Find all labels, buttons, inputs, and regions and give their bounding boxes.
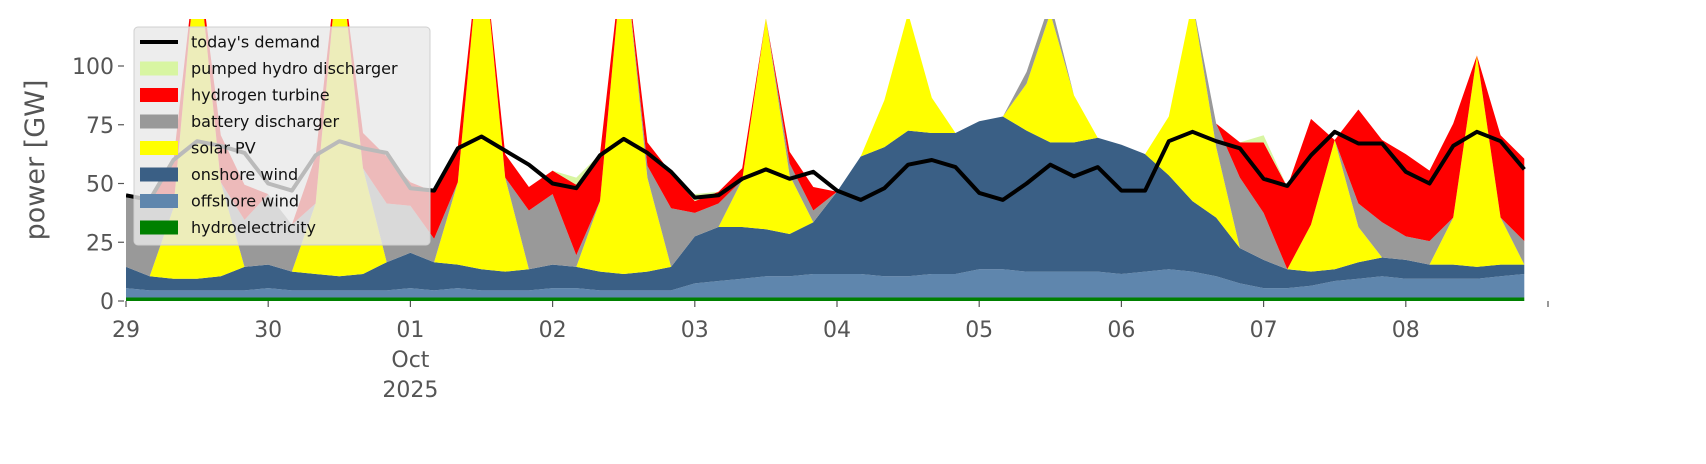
legend-box [133, 26, 431, 246]
legend: today's demand pumped hydro discharger hyd… [133, 26, 431, 246]
y-tick-label: 25 [86, 231, 114, 256]
legend-swatch [140, 141, 178, 155]
legend-label: onshore wind [191, 165, 298, 184]
area [126, 19, 1525, 270]
x-tick-label: 02 [539, 318, 567, 343]
x-tick-label: 07 [1250, 318, 1278, 343]
area [126, 297, 1525, 301]
legend-label: offshore wind [191, 192, 299, 211]
x-tick-label: 29 [112, 318, 140, 343]
area [126, 116, 1525, 291]
x-tick-label: 01 Oct 2025 [382, 318, 438, 403]
x-tick-label: 04 [823, 318, 851, 343]
legend-swatch [140, 114, 178, 129]
area [126, 269, 1525, 298]
legend-label: today's demand [191, 33, 320, 52]
area [126, 19, 1525, 279]
y-axis-label: power [GW] [20, 80, 51, 241]
y-tick-label: 0 [100, 290, 114, 315]
legend-label: hydroelectricity [191, 218, 316, 237]
y-tick-label: 75 [86, 114, 114, 139]
legend-label: hydrogen turbine [191, 86, 330, 105]
legend-label: battery discharger [191, 112, 339, 131]
x-tick-label: 03 [681, 318, 709, 343]
legend-swatch [140, 167, 178, 182]
legend-label: solar PV [191, 139, 256, 158]
legend-label: pumped hydro discharger [191, 59, 398, 78]
x-tick-label: 30 [254, 318, 282, 343]
legend-swatch [140, 194, 178, 208]
area [126, 19, 1525, 277]
y-tick-label: 50 [86, 173, 114, 198]
x-tick-label: 08 [1392, 318, 1420, 343]
x-tick-label: 05 [965, 318, 993, 343]
y-tick-label: 100 [72, 55, 114, 80]
axes: 0 25 50 75 100 29 30 01 Oct 2025 02 03 04 05 06 07 08 [72, 55, 1549, 403]
x-tick-label: 06 [1107, 318, 1135, 343]
legend-swatch [140, 88, 178, 102]
legend-swatch [140, 220, 178, 235]
legend-swatch [140, 61, 178, 76]
